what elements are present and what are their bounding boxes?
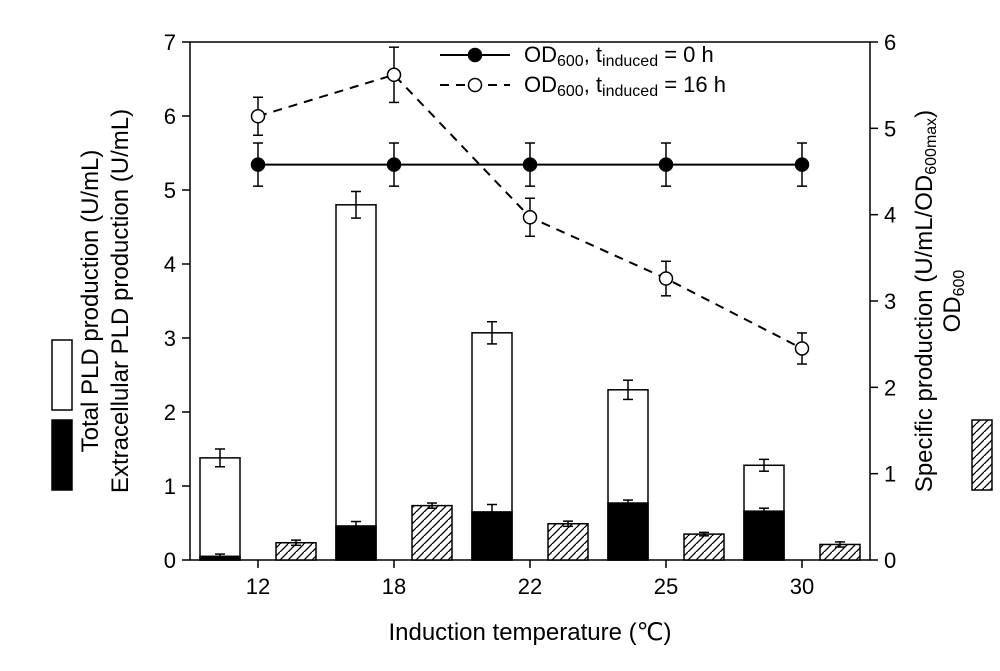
bar-extracellular [608,503,648,560]
legend-label: OD600, tinduced = 16 h [524,72,726,100]
od-t0-marker [524,158,537,171]
y-left-tick-label: 0 [164,548,176,573]
y-left-tick-label: 7 [164,30,176,55]
y-right-tick-label: 0 [884,548,896,573]
od-t16-marker [660,272,673,285]
y-left-tick-label: 3 [164,326,176,351]
x-tick-label: 12 [246,574,270,599]
legend-swatch-extracellular [52,420,72,490]
chart-container: 1218222530Induction temperature (℃)01234… [0,0,1000,671]
y-left-tick-label: 1 [164,474,176,499]
x-tick-label: 30 [790,574,814,599]
svg-text:OD600: OD600 [939,270,968,333]
bar-specific [548,524,588,560]
bar-extracellular [744,511,784,560]
y-right-tick-label: 3 [884,289,896,314]
y-left-tick-label: 4 [164,252,176,277]
legend-label: OD600, tinduced = 0 h [524,42,714,70]
y-left-title-2: Extracellular PLD production (U/mL) [107,109,134,493]
od-t0-marker [660,158,673,171]
x-tick-label: 18 [382,574,406,599]
y-left-tick-label: 5 [164,178,176,203]
od-t16-marker [388,68,401,81]
y-right-title-1: Specific production (U/mL/OD600max) [911,110,940,492]
y-right-title-2: OD600 [939,270,968,333]
legend-marker [469,49,482,62]
y-left-tick-label: 6 [164,104,176,129]
od-t16-marker [524,211,537,224]
legend-swatch-specific [972,420,992,490]
y-left-title-1: Total PLD production (U/mL) [77,150,104,453]
y-right-tick-label: 6 [884,30,896,55]
od-t16-marker [796,342,809,355]
svg-text:Specific production (U/mL/OD60: Specific production (U/mL/OD600max) [911,110,940,492]
y-right-tick-label: 4 [884,203,896,228]
od-t0-marker [388,158,401,171]
od-t0-marker [796,158,809,171]
od-t16-marker [252,110,265,123]
chart-svg: 1218222530Induction temperature (℃)01234… [0,0,1000,671]
od-t0-marker [252,158,265,171]
bar-total [200,458,240,560]
legend-marker [469,79,482,92]
x-tick-label: 22 [518,574,542,599]
x-axis-title: Induction temperature (℃) [388,619,671,646]
legend-swatch-total [52,340,72,410]
bar-specific [684,534,724,560]
bar-specific [412,506,452,560]
y-right-tick-label: 2 [884,375,896,400]
x-tick-label: 25 [654,574,678,599]
bar-total [336,205,376,560]
y-left-tick-label: 2 [164,400,176,425]
y-right-tick-label: 1 [884,462,896,487]
y-right-tick-label: 5 [884,116,896,141]
